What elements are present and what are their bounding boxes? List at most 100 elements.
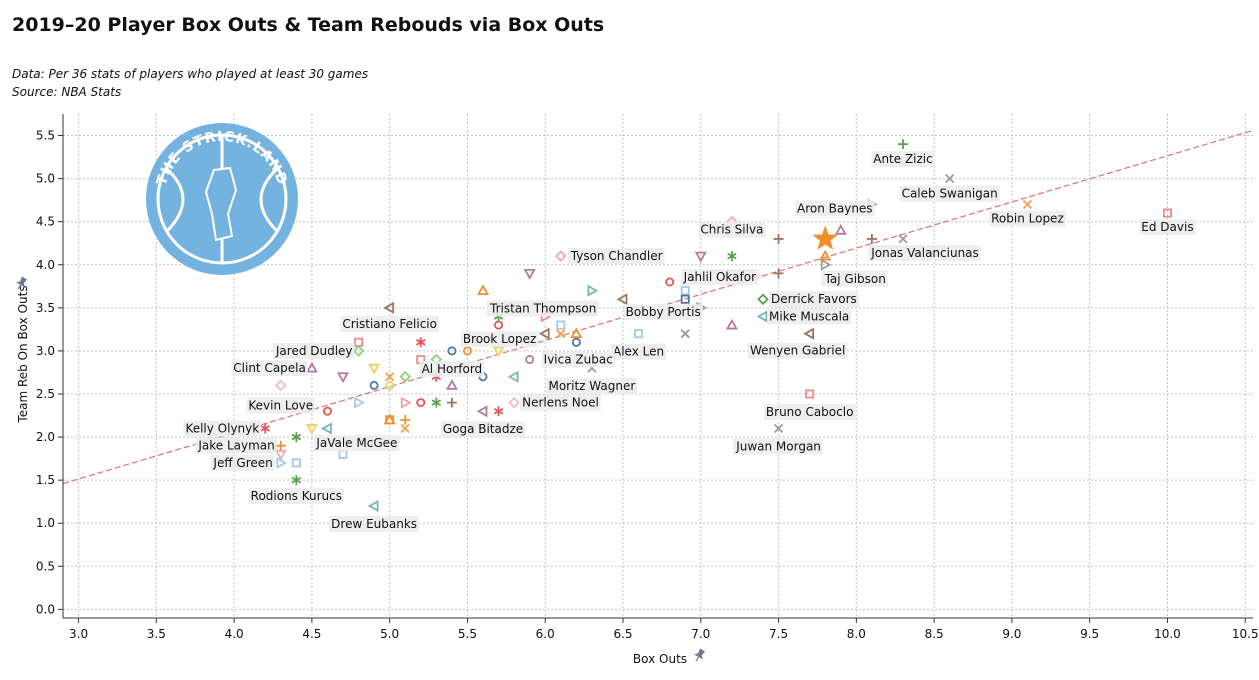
x-tick-label: 8.5: [925, 627, 944, 641]
data-point-diamond: [275, 379, 287, 392]
point-label-group: Robin Lopez: [989, 210, 1066, 227]
y-tick-label: 4.0: [36, 258, 55, 272]
label-background: [733, 438, 823, 455]
data-point-triangle-right: [587, 284, 599, 297]
label-background: [440, 421, 526, 438]
point-label-group: Ivica Zubac: [541, 351, 615, 368]
data-point-circle: [385, 380, 395, 390]
data-point-diamond: [757, 293, 769, 306]
point-label: Mike Muscala: [769, 309, 849, 323]
data-point-circle: [571, 337, 581, 347]
point-label: JaVale McGee: [315, 436, 397, 450]
data-point-square: [291, 458, 301, 468]
x-tick-label: 6.5: [613, 627, 632, 641]
point-label: Jonas Valanciunas: [870, 246, 979, 260]
point-label-group: Goga Bitadze: [440, 421, 526, 438]
label-background: [183, 420, 262, 437]
point-label: Ed Davis: [1141, 220, 1193, 234]
data-point-triangle-down: [492, 346, 505, 358]
data-point-diamond: [399, 370, 411, 383]
point-label: Tristan Thompson: [489, 301, 596, 315]
point-label: Moritz Wagner: [548, 379, 635, 393]
data-point-circle: [369, 380, 379, 390]
label-background: [611, 343, 667, 360]
label-background: [748, 342, 848, 359]
point-label-group: Bruno Caboclo: [763, 404, 856, 420]
data-point-x: [400, 423, 410, 434]
data-point-star: [812, 225, 838, 250]
point-label-group: Jahlil Okafor: [680, 269, 759, 285]
data-point-triangle-down: [274, 449, 287, 461]
label-background: [868, 244, 981, 261]
point-label-group: Drew Eubanks: [329, 516, 420, 532]
axes: 3.0 3.5 4.0 4.5 5.0 5.5 6.0 6.5 7.0 7.5 8.0 8.5 9.0 9…: [36, 114, 1259, 641]
x-tick-label: 9.0: [1002, 627, 1021, 641]
data-point-asterisk: [291, 475, 302, 486]
point-label-group: Aron Baynes: [794, 200, 875, 217]
data-point-plus: [773, 268, 784, 279]
y-tick-label: 1.5: [36, 473, 55, 487]
point-label: Aron Baynes: [797, 201, 873, 215]
point-label: Kevin Love: [248, 398, 313, 412]
point-label: Clint Capela: [233, 361, 306, 375]
point-label: Goga Bitadze: [443, 422, 523, 436]
data-point-triangle-down: [523, 268, 536, 280]
point-label-group: Brook Lopez: [460, 331, 539, 348]
data-point-asterisk: [493, 406, 504, 417]
point-label: Derrick Favors: [771, 292, 857, 306]
point-label-group: JaVale McGee: [313, 435, 400, 452]
data-point-triangle-left: [756, 310, 768, 323]
x-tick-label: 3.5: [147, 627, 166, 641]
y-tick-label: 3.5: [36, 301, 55, 315]
point-label-group: Taj Gibson: [821, 270, 888, 287]
label-background: [767, 308, 852, 325]
point-label-group: Alex Len: [611, 343, 667, 360]
data-point-asterisk: [416, 337, 426, 348]
label-background: [210, 454, 275, 471]
label-background: [541, 351, 615, 368]
label-background: [1139, 219, 1196, 236]
point-label-group: Kevin Love: [246, 397, 316, 414]
point-label: Drew Eubanks: [331, 517, 417, 531]
point-label-group: Chris Silva: [698, 221, 766, 238]
point-label-group: Cristiano Felicio: [340, 315, 439, 332]
data-point-triangle-up: [383, 413, 396, 425]
data-point-plus: [400, 414, 411, 425]
point-label-group: Jake Layman: [195, 437, 277, 454]
x-tick-label: 6.0: [536, 627, 555, 641]
label-background: [419, 360, 485, 377]
data-point-square: [805, 389, 815, 399]
data-point-triangle-up: [305, 361, 318, 373]
x-tick-label: 7.5: [769, 627, 788, 641]
y-tick-label: 4.5: [36, 215, 55, 229]
data-point-x: [945, 173, 955, 184]
data-point-triangle-left: [616, 293, 628, 306]
data-points: [260, 139, 1172, 513]
data-point-triangle-left: [367, 499, 379, 513]
point-label-group: Tyson Chandler: [567, 248, 665, 265]
point-label: Alex Len: [613, 345, 664, 359]
point-label: Cristiano Felicio: [342, 317, 437, 331]
data-point-circle: [322, 406, 332, 416]
point-label-group: Mike Muscala: [767, 308, 852, 325]
data-point-asterisk: [727, 251, 737, 262]
y-tick-label: 2.5: [36, 387, 55, 401]
data-point-triangle-left: [803, 327, 815, 340]
data-point-triangle-down: [694, 251, 707, 263]
x-tick-label: 10.0: [1154, 627, 1181, 641]
point-label-group: Nerlens Noel: [520, 394, 601, 411]
data-point-x: [898, 234, 908, 244]
point-label: Robin Lopez: [991, 211, 1064, 225]
y-tick-label: 3.0: [36, 344, 55, 358]
data-point-asterisk: [291, 432, 302, 443]
data-point-triangle-left: [507, 370, 519, 383]
data-point-triangle-up: [725, 318, 738, 330]
y-axis-pin-icon: [16, 276, 28, 290]
x-tick-label: 4.5: [302, 627, 321, 641]
point-label-group: Jonas Valanciunas: [868, 244, 981, 261]
point-label-group: Moritz Wagner: [546, 378, 638, 395]
point-label-group: Derrick Favors: [769, 291, 859, 308]
data-point-triangle-up: [834, 223, 847, 235]
point-label: Ante Zizic: [873, 152, 933, 166]
data-point-x: [556, 329, 566, 339]
